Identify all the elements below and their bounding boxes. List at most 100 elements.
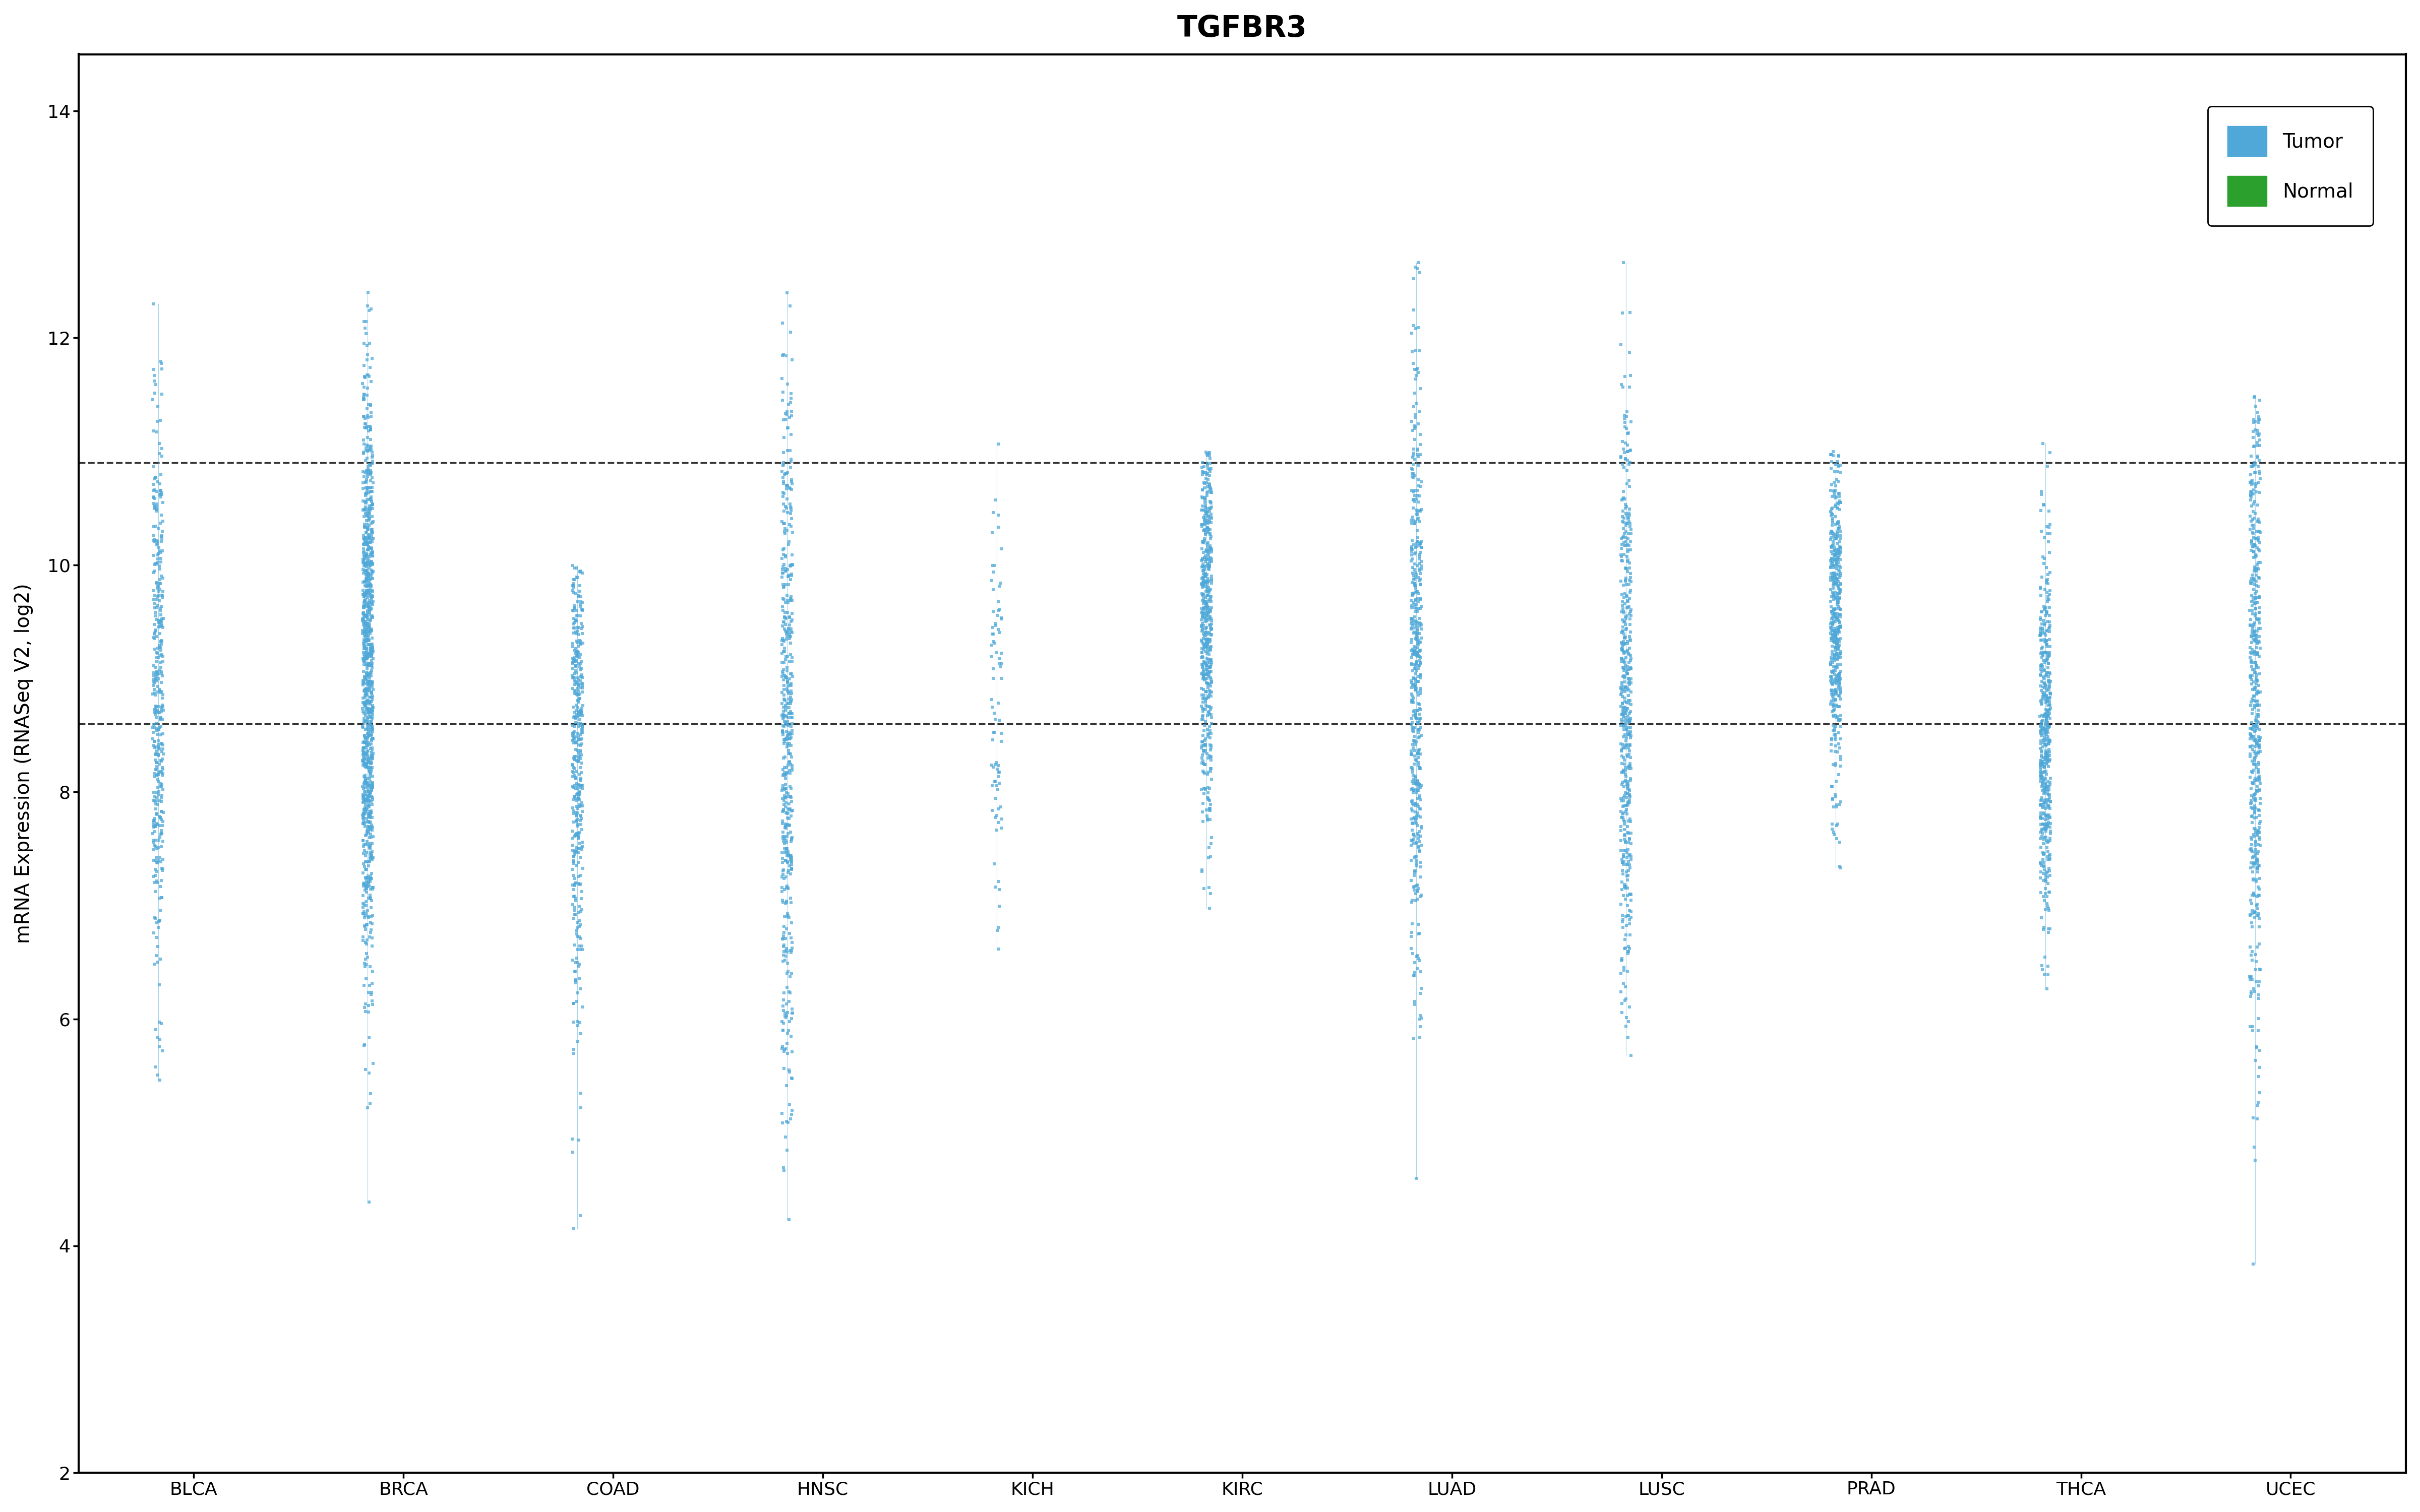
Point: [2030, 635, 2069, 659]
Point: [351, 632, 390, 656]
Point: [770, 806, 808, 830]
Point: [770, 680, 808, 705]
Point: [353, 777, 392, 801]
Point: [1396, 676, 1435, 700]
Point: [1396, 859, 1435, 883]
Point: [2238, 758, 2277, 782]
Point: [2030, 786, 2069, 810]
Point: [1188, 552, 1227, 576]
Point: [1820, 617, 1859, 641]
Point: [138, 754, 177, 779]
Point: [1188, 686, 1227, 711]
Point: [554, 556, 593, 581]
Point: [2028, 894, 2067, 918]
Point: [2236, 732, 2275, 756]
Point: [136, 514, 174, 538]
Point: [2026, 671, 2064, 696]
Point: [353, 585, 392, 609]
Point: [1602, 682, 1641, 706]
Point: [1609, 791, 1648, 815]
Point: [1815, 677, 1854, 702]
Point: [136, 758, 174, 782]
Point: [143, 659, 182, 683]
Point: [1191, 537, 1229, 561]
Point: [561, 794, 600, 818]
Point: [143, 679, 182, 703]
Point: [1191, 555, 1229, 579]
Point: [1612, 629, 1650, 653]
Point: [143, 800, 182, 824]
Point: [2241, 729, 2280, 753]
Point: [1609, 440, 1648, 464]
Point: [2030, 661, 2069, 685]
Point: [351, 714, 390, 738]
Point: [351, 544, 390, 569]
Point: [1609, 723, 1648, 747]
Point: [770, 959, 808, 983]
Point: [2030, 682, 2069, 706]
Point: [1193, 494, 1232, 519]
Point: [1183, 460, 1222, 484]
Point: [1396, 256, 1435, 280]
Point: [762, 888, 801, 912]
Point: [561, 804, 600, 829]
Point: [561, 927, 600, 951]
Point: [557, 608, 595, 632]
Point: [2026, 720, 2064, 744]
Point: [1607, 800, 1646, 824]
Point: [559, 925, 598, 950]
Point: [559, 676, 598, 700]
Point: [2023, 643, 2062, 667]
Point: [1396, 854, 1435, 878]
Point: [2236, 829, 2275, 853]
Point: [1820, 491, 1859, 516]
Point: [2028, 569, 2067, 593]
Point: [767, 659, 806, 683]
Point: [1817, 656, 1856, 680]
Point: [1815, 567, 1854, 591]
Point: [2236, 794, 2275, 818]
Point: [1191, 744, 1229, 768]
Point: [975, 770, 1014, 794]
Point: [772, 756, 811, 780]
Point: [2023, 768, 2062, 792]
Point: [1607, 617, 1646, 641]
Point: [2030, 804, 2069, 829]
Point: [1191, 627, 1229, 652]
Point: [2030, 540, 2069, 564]
Point: [1188, 572, 1227, 596]
Point: [1813, 594, 1851, 618]
Point: [559, 786, 598, 810]
Point: [136, 715, 174, 739]
Point: [346, 570, 385, 594]
Point: [1191, 478, 1229, 502]
Point: [1815, 541, 1854, 565]
Point: [2026, 812, 2064, 836]
Point: [1815, 460, 1854, 484]
Point: [1183, 575, 1222, 599]
Point: [1188, 658, 1227, 682]
Point: [1607, 838, 1646, 862]
Point: [2236, 460, 2275, 484]
Point: [1396, 848, 1435, 872]
Point: [351, 525, 390, 549]
Point: [765, 927, 803, 951]
Point: [138, 850, 177, 874]
Point: [2231, 892, 2270, 916]
Point: [559, 801, 598, 826]
Point: [348, 904, 387, 928]
Point: [348, 612, 387, 637]
Point: [1394, 686, 1433, 711]
Point: [348, 343, 387, 367]
Point: [1399, 553, 1437, 578]
Point: [1188, 723, 1227, 747]
Point: [136, 529, 174, 553]
Point: [143, 584, 182, 608]
Point: [767, 556, 806, 581]
Point: [1604, 842, 1643, 866]
Point: [1396, 771, 1435, 795]
Point: [1396, 667, 1435, 691]
Point: [1609, 904, 1648, 928]
Point: [138, 497, 177, 522]
Point: [1183, 513, 1222, 537]
